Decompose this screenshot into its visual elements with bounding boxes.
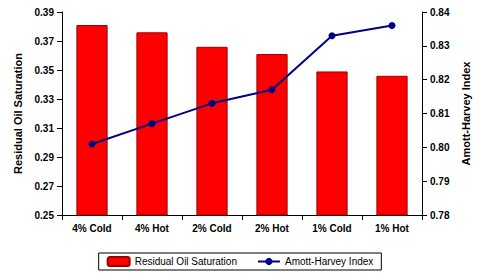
svg-text:0.80: 0.80: [430, 142, 450, 153]
svg-text:2% Hot: 2% Hot: [255, 223, 290, 234]
svg-text:0.81: 0.81: [430, 108, 450, 119]
svg-text:Residual Oil Saturation: Residual Oil Saturation: [12, 53, 24, 174]
svg-text:0.83: 0.83: [430, 40, 450, 51]
svg-text:0.31: 0.31: [35, 123, 55, 134]
svg-text:0.82: 0.82: [430, 74, 450, 85]
svg-text:4% Cold: 4% Cold: [72, 223, 111, 234]
svg-text:0.79: 0.79: [430, 176, 450, 187]
svg-text:1% Cold: 1% Cold: [312, 223, 351, 234]
svg-text:0.33: 0.33: [35, 94, 55, 105]
svg-text:Amott-Harvey Index: Amott-Harvey Index: [460, 61, 472, 166]
svg-text:0.27: 0.27: [35, 181, 55, 192]
svg-text:Residual Oil Saturation: Residual Oil Saturation: [135, 256, 237, 267]
svg-text:Amott-Harvey Index: Amott-Harvey Index: [285, 256, 373, 267]
svg-text:4% Hot: 4% Hot: [135, 223, 170, 234]
svg-text:0.39: 0.39: [35, 7, 55, 18]
svg-text:0.29: 0.29: [35, 152, 55, 163]
svg-text:0.25: 0.25: [35, 210, 55, 221]
svg-text:0.35: 0.35: [35, 65, 55, 76]
svg-text:1% Hot: 1% Hot: [375, 223, 410, 234]
svg-text:0.37: 0.37: [35, 36, 55, 47]
svg-text:0.84: 0.84: [430, 7, 450, 18]
svg-text:0.78: 0.78: [430, 210, 450, 221]
svg-text:2% Cold: 2% Cold: [192, 223, 231, 234]
